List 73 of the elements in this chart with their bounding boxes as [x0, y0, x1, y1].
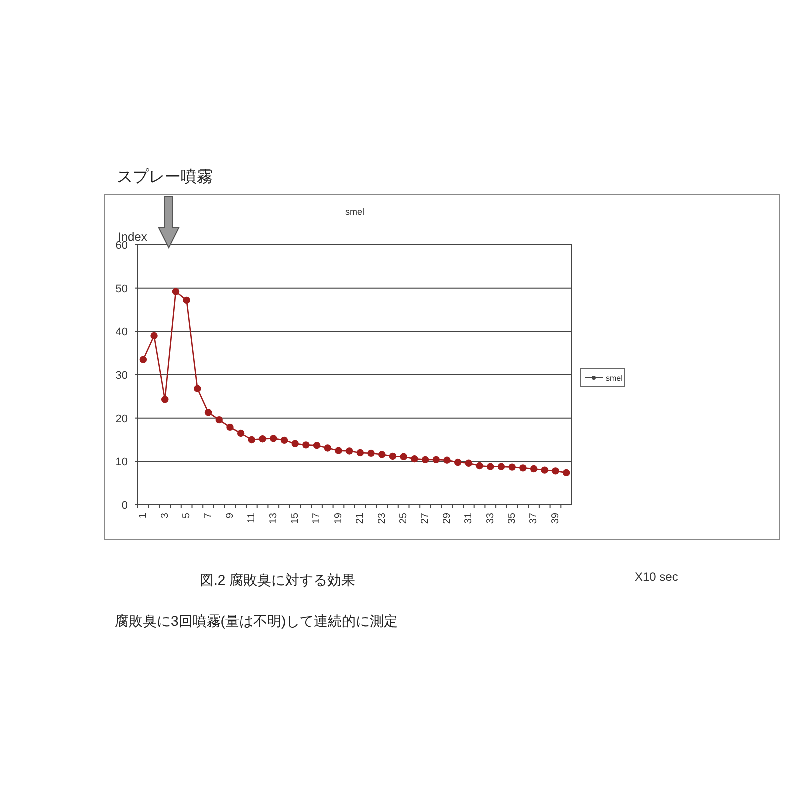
point — [378, 451, 386, 458]
point — [411, 455, 418, 463]
x-tick-label: 27 — [420, 512, 432, 524]
text: 腐敗臭に3回噴霧(量は不明)して連続的に測定 — [115, 613, 398, 629]
point — [172, 288, 180, 296]
point — [432, 456, 440, 464]
point — [520, 464, 527, 472]
x-tick-label: 7 — [203, 512, 214, 519]
y-tick-label: 60 — [116, 240, 128, 252]
point — [259, 436, 266, 443]
point — [140, 356, 148, 364]
y-tick-label: 40 — [116, 326, 128, 339]
point — [389, 452, 397, 460]
point — [302, 442, 310, 449]
text: スプレー噴霧 — [117, 168, 213, 186]
x-tick-label: 17 — [312, 512, 323, 524]
point — [216, 416, 223, 424]
x-tick-label: 25 — [398, 512, 410, 524]
point — [183, 296, 190, 304]
point — [237, 430, 245, 438]
point — [313, 442, 321, 450]
x-tick-label: 23 — [376, 512, 388, 524]
point — [162, 396, 169, 404]
point — [422, 456, 430, 464]
x-tick-label: 39 — [550, 512, 562, 524]
y-tick-label: 0 — [122, 500, 128, 512]
x-tick-label: 9 — [224, 512, 236, 519]
x-tick-label: 5 — [181, 512, 192, 519]
point — [465, 460, 473, 467]
point — [508, 464, 516, 471]
point — [270, 435, 278, 442]
point — [226, 424, 234, 432]
point — [280, 436, 288, 444]
text: 図.2 腐敗臭に対する効果 — [200, 572, 356, 588]
x-tick-label: 37 — [528, 512, 540, 524]
point — [335, 447, 342, 454]
point — [498, 463, 506, 470]
point — [292, 440, 299, 448]
y-tick-label: 10 — [116, 456, 128, 469]
point — [204, 409, 212, 416]
point — [530, 465, 538, 473]
point — [248, 436, 256, 444]
text: X10 sec — [635, 570, 678, 584]
x-tick-label: 19 — [333, 512, 344, 524]
point — [454, 458, 462, 466]
x-tick-label: 3 — [160, 512, 171, 519]
point — [400, 453, 408, 460]
point — [346, 448, 354, 455]
x-tick-label: 1 — [138, 512, 150, 519]
point — [324, 444, 332, 452]
y-tick-label: 50 — [116, 283, 128, 296]
point — [368, 450, 375, 458]
x-tick-label: 11 — [246, 512, 258, 524]
x-tick-label: 33 — [485, 512, 496, 524]
point — [562, 469, 570, 477]
point — [476, 462, 484, 470]
point — [444, 456, 451, 464]
chart-title: smel — [345, 207, 365, 217]
y-tick-label: 20 — [116, 413, 128, 426]
x-tick-label: 31 — [464, 512, 475, 524]
x-tick-label: 15 — [290, 512, 301, 524]
point — [541, 466, 548, 474]
text: smel — [606, 374, 624, 383]
point — [487, 463, 494, 470]
point — [150, 332, 158, 340]
x-tick-label: 35 — [506, 512, 518, 524]
x-tick-label: 29 — [442, 512, 453, 524]
x-tick-label: 21 — [355, 512, 366, 524]
point — [194, 385, 202, 392]
y-tick-label: 30 — [116, 370, 128, 382]
point — [552, 468, 560, 475]
point — [356, 449, 364, 457]
x-tick-label: 13 — [268, 512, 280, 524]
